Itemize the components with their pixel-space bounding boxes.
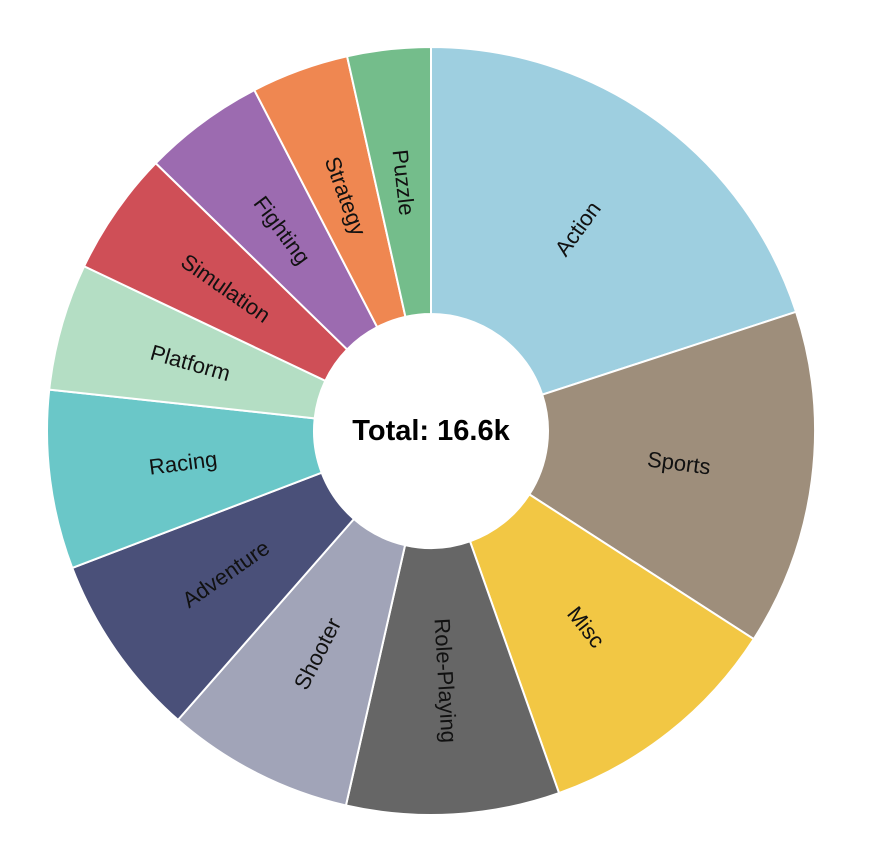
- slice-puzzle: [345, 45, 432, 319]
- slice-misc: [468, 493, 756, 795]
- slice-shooter: [176, 517, 407, 807]
- slice-action: [430, 45, 798, 396]
- slice-racing: [46, 388, 323, 570]
- slice-role-playing: [344, 540, 561, 816]
- center-total-label: Total: 16.6k: [352, 415, 510, 447]
- slices-layer: [46, 45, 816, 816]
- slice-adventure: [70, 471, 356, 722]
- slice-sports: [527, 310, 816, 641]
